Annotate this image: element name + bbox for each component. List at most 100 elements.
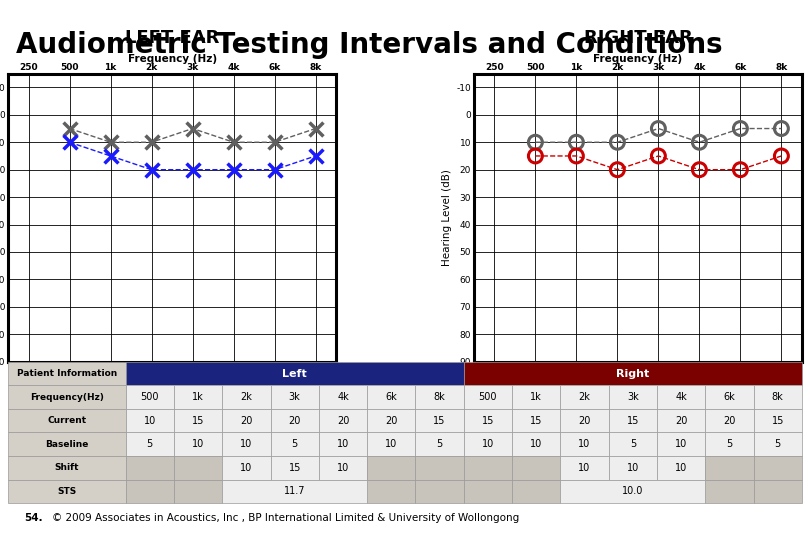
Text: 1k: 1k bbox=[531, 392, 542, 402]
Text: 8k: 8k bbox=[433, 392, 446, 402]
Text: 15: 15 bbox=[433, 416, 446, 426]
Bar bbox=[222, 409, 271, 433]
Bar bbox=[8, 456, 126, 480]
Bar bbox=[126, 386, 174, 409]
X-axis label: Frequency (Hz): Frequency (Hz) bbox=[127, 54, 216, 64]
Bar bbox=[8, 362, 126, 386]
Point bbox=[734, 124, 747, 133]
Text: Baseline: Baseline bbox=[45, 440, 88, 449]
Text: © 2009 Associates in Acoustics, Inc , BP International Limited & University of W: © 2009 Associates in Acoustics, Inc , BP… bbox=[52, 512, 519, 523]
Point bbox=[186, 124, 199, 133]
Bar bbox=[174, 433, 222, 456]
Bar bbox=[8, 386, 126, 409]
Bar bbox=[8, 409, 126, 433]
Bar bbox=[608, 433, 657, 456]
Text: 6k: 6k bbox=[386, 392, 397, 402]
Bar bbox=[464, 386, 512, 409]
Bar bbox=[416, 480, 464, 503]
Bar bbox=[657, 456, 706, 480]
Point bbox=[104, 152, 117, 160]
Text: 11.7: 11.7 bbox=[284, 487, 305, 496]
Text: 5: 5 bbox=[727, 439, 732, 449]
Text: Left: Left bbox=[283, 368, 307, 379]
Point bbox=[652, 152, 665, 160]
Text: 10: 10 bbox=[530, 439, 543, 449]
Text: 10: 10 bbox=[241, 463, 253, 473]
Text: 5: 5 bbox=[774, 439, 781, 449]
Text: 10: 10 bbox=[241, 439, 253, 449]
Text: 15: 15 bbox=[772, 416, 784, 426]
Point bbox=[268, 138, 281, 146]
Bar bbox=[561, 480, 706, 503]
X-axis label: Frequency (Hz): Frequency (Hz) bbox=[594, 54, 683, 64]
Bar bbox=[126, 409, 174, 433]
Bar bbox=[367, 433, 416, 456]
Text: 10.0: 10.0 bbox=[622, 487, 643, 496]
Bar bbox=[8, 433, 126, 456]
Bar bbox=[8, 480, 126, 503]
Text: 20: 20 bbox=[675, 416, 688, 426]
Bar bbox=[753, 409, 802, 433]
Bar bbox=[222, 386, 271, 409]
Point bbox=[227, 138, 240, 146]
Text: 5: 5 bbox=[629, 439, 636, 449]
Title: LEFT EAR: LEFT EAR bbox=[125, 29, 220, 47]
Bar bbox=[561, 433, 608, 456]
Text: 20: 20 bbox=[241, 416, 253, 426]
Point bbox=[611, 165, 624, 174]
Point bbox=[104, 138, 117, 146]
Bar bbox=[367, 480, 416, 503]
Bar bbox=[753, 433, 802, 456]
Bar bbox=[561, 409, 608, 433]
Text: Current: Current bbox=[47, 416, 87, 425]
Text: 500: 500 bbox=[479, 392, 497, 402]
Bar bbox=[416, 456, 464, 480]
Bar bbox=[608, 409, 657, 433]
Text: 10: 10 bbox=[675, 439, 687, 449]
Bar bbox=[271, 386, 319, 409]
Bar bbox=[464, 409, 512, 433]
Text: 15: 15 bbox=[192, 416, 204, 426]
Point bbox=[611, 138, 624, 146]
Point bbox=[268, 165, 281, 174]
Point bbox=[734, 165, 747, 174]
Bar bbox=[416, 433, 464, 456]
Text: 4k: 4k bbox=[676, 392, 687, 402]
Bar bbox=[126, 456, 174, 480]
Text: 8k: 8k bbox=[772, 392, 783, 402]
Point bbox=[570, 138, 583, 146]
Text: 15: 15 bbox=[482, 416, 494, 426]
Bar bbox=[367, 409, 416, 433]
Text: 10: 10 bbox=[675, 463, 687, 473]
Point bbox=[227, 165, 240, 174]
Text: 10: 10 bbox=[192, 439, 204, 449]
Bar bbox=[174, 480, 222, 503]
Point bbox=[145, 138, 158, 146]
Text: Frequency(Hz): Frequency(Hz) bbox=[30, 393, 104, 402]
Point bbox=[570, 152, 583, 160]
Text: 20: 20 bbox=[337, 416, 349, 426]
Bar bbox=[319, 433, 367, 456]
Bar bbox=[706, 480, 753, 503]
Text: 10: 10 bbox=[627, 463, 639, 473]
Point bbox=[652, 124, 665, 133]
Point bbox=[693, 165, 706, 174]
Bar bbox=[319, 456, 367, 480]
Point bbox=[529, 138, 542, 146]
Text: 10: 10 bbox=[578, 439, 590, 449]
Text: 5: 5 bbox=[292, 439, 298, 449]
Text: 20: 20 bbox=[288, 416, 301, 426]
Y-axis label: Hearing Level (dB): Hearing Level (dB) bbox=[442, 169, 452, 266]
Text: 20: 20 bbox=[723, 416, 735, 426]
Text: Patient Information: Patient Information bbox=[17, 369, 117, 378]
Bar bbox=[512, 480, 561, 503]
Text: 15: 15 bbox=[288, 463, 301, 473]
Text: 20: 20 bbox=[385, 416, 398, 426]
Text: 2k: 2k bbox=[578, 392, 590, 402]
Text: 3k: 3k bbox=[627, 392, 639, 402]
Bar bbox=[126, 433, 174, 456]
Bar bbox=[512, 386, 561, 409]
Title: RIGHT EAR: RIGHT EAR bbox=[583, 29, 693, 47]
Text: 10: 10 bbox=[337, 439, 349, 449]
Bar bbox=[126, 480, 174, 503]
